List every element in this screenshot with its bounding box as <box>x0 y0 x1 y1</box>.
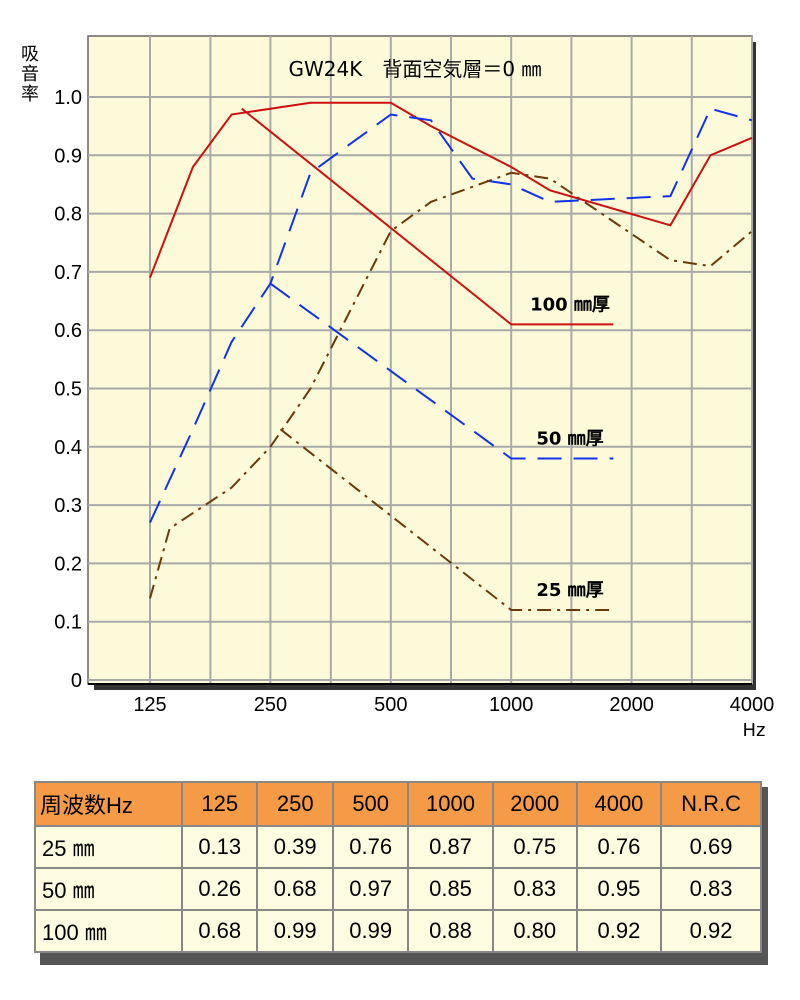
table-header-cell: 500 <box>331 781 410 827</box>
table-row: 50 ㎜ 0.26 0.68 0.97 0.85 0.83 0.95 0.83 <box>34 867 762 911</box>
y-ticks: 0 0.1 0.2 0.3 0.4 0.5 0.6 0.7 0.8 0.9 1.0 <box>54 87 82 692</box>
y-axis-label-char: 音 <box>21 64 39 85</box>
table-row: 100 ㎜ 0.68 0.99 0.99 0.88 0.80 0.92 0.92 <box>34 909 762 953</box>
data-table-container: 周波数Hz 125 250 500 1000 2000 4000 N.R.C 2… <box>34 781 768 965</box>
y-tick-label: 0.5 <box>54 379 82 401</box>
table-header-cell: 1000 <box>407 781 494 827</box>
y-tick-label: 0.4 <box>54 437 82 459</box>
absorption-table: 周波数Hz 125 250 500 1000 2000 4000 N.R.C 2… <box>34 781 762 953</box>
table-cell: 0.87 <box>407 825 494 869</box>
table-cell: 0.68 <box>180 909 259 953</box>
x-tick-label: 1000 <box>489 694 534 716</box>
series-line <box>149 107 753 524</box>
table-cell: 0.83 <box>491 867 578 911</box>
table-cell: 0.92 <box>575 909 663 953</box>
table-cell: 0.92 <box>660 909 762 953</box>
grid <box>88 36 753 685</box>
y-tick-label: 0.9 <box>54 145 82 167</box>
table-header-cell: 125 <box>180 781 259 827</box>
table-cell: 0.69 <box>660 825 762 869</box>
series-line <box>149 171 753 599</box>
y-tick-label: 0.2 <box>54 553 82 575</box>
series-labels: 100 ㎜厚 50 ㎜厚 25 ㎜厚 <box>530 294 610 601</box>
y-tick-label: 0 <box>71 670 82 692</box>
y-axis-label-char: 率 <box>21 84 39 105</box>
table-cell: 0.99 <box>331 909 410 953</box>
series-nrc-line <box>241 107 614 326</box>
series-layer <box>149 101 753 611</box>
table-header-cell: 250 <box>256 781 334 827</box>
series-nrc-line <box>279 428 614 611</box>
table-cell: 0.26 <box>180 867 259 911</box>
y-tick-label: 0.3 <box>54 495 82 517</box>
y-tick-label: 0.7 <box>54 262 82 284</box>
series-label: 50 ㎜厚 <box>536 428 603 449</box>
table-cell: 0.95 <box>575 867 663 911</box>
table-cell: 0.13 <box>180 825 259 869</box>
absorption-chart: 0 0.1 0.2 0.3 0.4 0.5 0.6 0.7 0.8 0.9 1.0 125 250 50… <box>21 35 774 741</box>
x-tick-label: 250 <box>254 694 287 716</box>
x-tick-label: 500 <box>374 694 407 716</box>
table-header-cell: 4000 <box>575 781 663 827</box>
x-tick-label: 125 <box>133 694 166 716</box>
y-axis-label: 吸音率 <box>21 44 39 105</box>
table-header-cell: 2000 <box>491 781 578 827</box>
plot-area <box>87 35 753 685</box>
series-nrc-line <box>269 282 614 460</box>
x-tick-label: 4000 <box>730 694 775 716</box>
series-line <box>149 101 753 279</box>
chart-title: GW24K 背面空気層＝0 ㎜ <box>289 57 542 81</box>
series-label: 100 ㎜厚 <box>530 294 610 315</box>
y-tick-label: 0.6 <box>54 320 82 342</box>
x-ticks: 125 250 500 1000 2000 4000 <box>133 694 774 716</box>
table-cell: 0.83 <box>660 867 762 911</box>
y-tick-label: 0.8 <box>54 204 82 226</box>
table-header-cell: N.R.C <box>660 781 762 827</box>
table-cell: 0.76 <box>331 825 410 869</box>
table-cell: 0.76 <box>575 825 663 869</box>
table-cell: 0.39 <box>256 825 334 869</box>
table-row-header: 100 ㎜ <box>34 909 183 953</box>
table-cell: 0.97 <box>331 867 410 911</box>
x-tick-label: 2000 <box>609 694 654 716</box>
table-row: 25 ㎜ 0.13 0.39 0.76 0.87 0.75 0.76 0.69 <box>34 825 762 869</box>
x-axis-label: Hz <box>743 720 766 741</box>
table-header-row: 周波数Hz 125 250 500 1000 2000 4000 N.R.C <box>34 781 762 827</box>
y-axis-label-char: 吸 <box>21 44 39 65</box>
y-tick-label: 1.0 <box>54 87 82 109</box>
y-tick-label: 0.1 <box>54 612 82 634</box>
table-cell: 0.88 <box>407 909 494 953</box>
table-row-header: 25 ㎜ <box>34 825 183 869</box>
table-row-header: 50 ㎜ <box>34 867 183 911</box>
series-label: 25 ㎜厚 <box>536 580 603 601</box>
table-cell: 0.75 <box>491 825 578 869</box>
table-cell: 0.80 <box>491 909 578 953</box>
table-header-cell: 周波数Hz <box>34 781 183 827</box>
table-cell: 0.85 <box>407 867 494 911</box>
table-cell: 0.99 <box>256 909 334 953</box>
table-cell: 0.68 <box>256 867 334 911</box>
